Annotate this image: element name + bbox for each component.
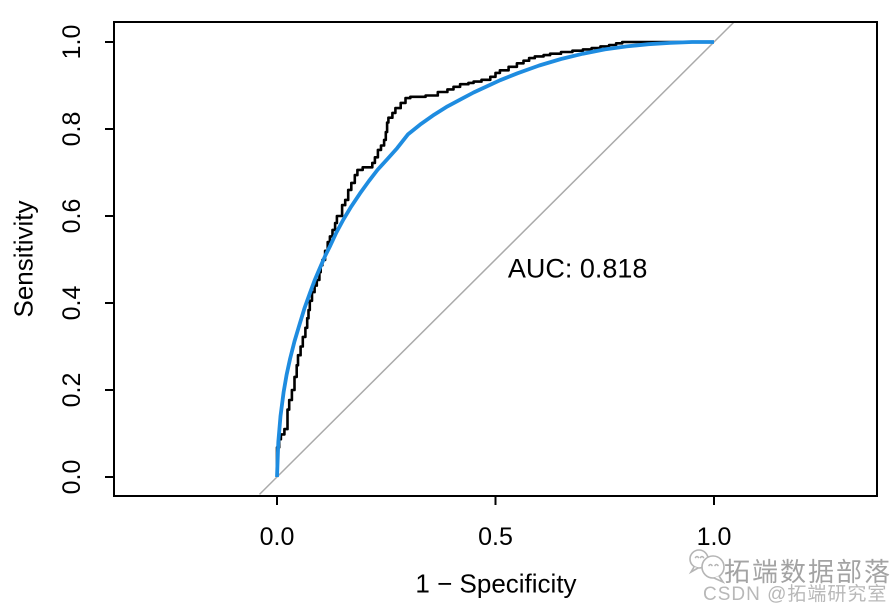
watermark-brand: 拓端数据部落 — [724, 557, 893, 587]
y-tick-label: 0.2 — [58, 373, 86, 408]
y-tick-label: 0.0 — [58, 460, 86, 495]
smooth-roc — [275, 40, 714, 478]
watermark-credit: CSDN @拓端研究室 — [703, 584, 888, 605]
x-axis-title: 1 − Specificity — [415, 568, 577, 599]
chance-diagonal — [258, 21, 735, 495]
y-tick-label: 0.8 — [58, 112, 86, 147]
empirical-roc — [275, 40, 714, 477]
x-tick-label: 1.0 — [697, 523, 732, 551]
x-tick-label: 0.5 — [478, 523, 513, 551]
y-axis-title: Sensitivity — [8, 200, 39, 318]
y-tick-label: 1.0 — [58, 25, 86, 60]
x-tick-label: 0.0 — [260, 523, 295, 551]
chat-bubbles-icon — [688, 549, 726, 584]
auc-annotation: AUC: 0.818 — [507, 253, 648, 284]
y-tick-label: 0.6 — [58, 199, 86, 234]
y-tick-label: 0.4 — [58, 286, 86, 321]
